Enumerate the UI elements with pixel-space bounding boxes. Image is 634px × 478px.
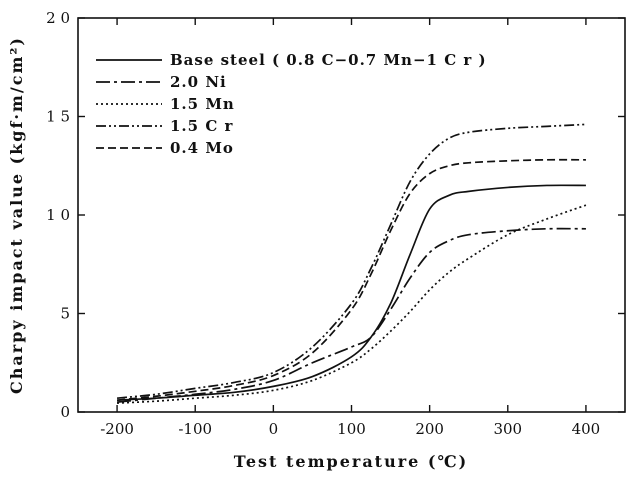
x-tick-label: 400	[572, 420, 601, 438]
legend-label: 1.5 Mn	[170, 95, 235, 113]
x-tick-label: 0	[269, 420, 279, 438]
series-line	[117, 204, 587, 404]
x-tick-label: -100	[178, 420, 212, 438]
y-tick-label: 1 5	[46, 108, 70, 126]
legend-label: 0.4 Mo	[170, 139, 234, 157]
y-tick-label: 1 0	[46, 206, 70, 224]
legend-label: 2.0 Ni	[170, 73, 227, 91]
tick-marks	[78, 17, 625, 413]
series-line	[116, 158, 586, 402]
y-axis-label: Charpy impact value (kgf·m/cm²)	[7, 36, 26, 394]
x-tick-label: 100	[337, 420, 366, 438]
x-axis-label: Test temperature (℃)	[234, 452, 468, 471]
series-line	[117, 184, 586, 402]
x-tick-label: -200	[100, 420, 134, 438]
series-line	[116, 123, 586, 400]
series-lines	[116, 123, 587, 404]
y-tick-label: 5	[60, 305, 70, 323]
y-tick-label: 0	[60, 403, 70, 421]
y-tick-label: 2 0	[46, 9, 70, 27]
series-line	[116, 227, 586, 403]
x-tick-label: 200	[415, 420, 444, 438]
legend-label: Base steel ( 0.8 C−0.7 Mn−1 C r )	[170, 51, 487, 69]
x-tick-label: 300	[493, 420, 522, 438]
legend-label: 1.5 C r	[170, 117, 233, 135]
legend: Base steel ( 0.8 C−0.7 Mn−1 C r ) 2.0 Ni 1…	[96, 51, 487, 157]
plot-frame	[77, 17, 626, 413]
